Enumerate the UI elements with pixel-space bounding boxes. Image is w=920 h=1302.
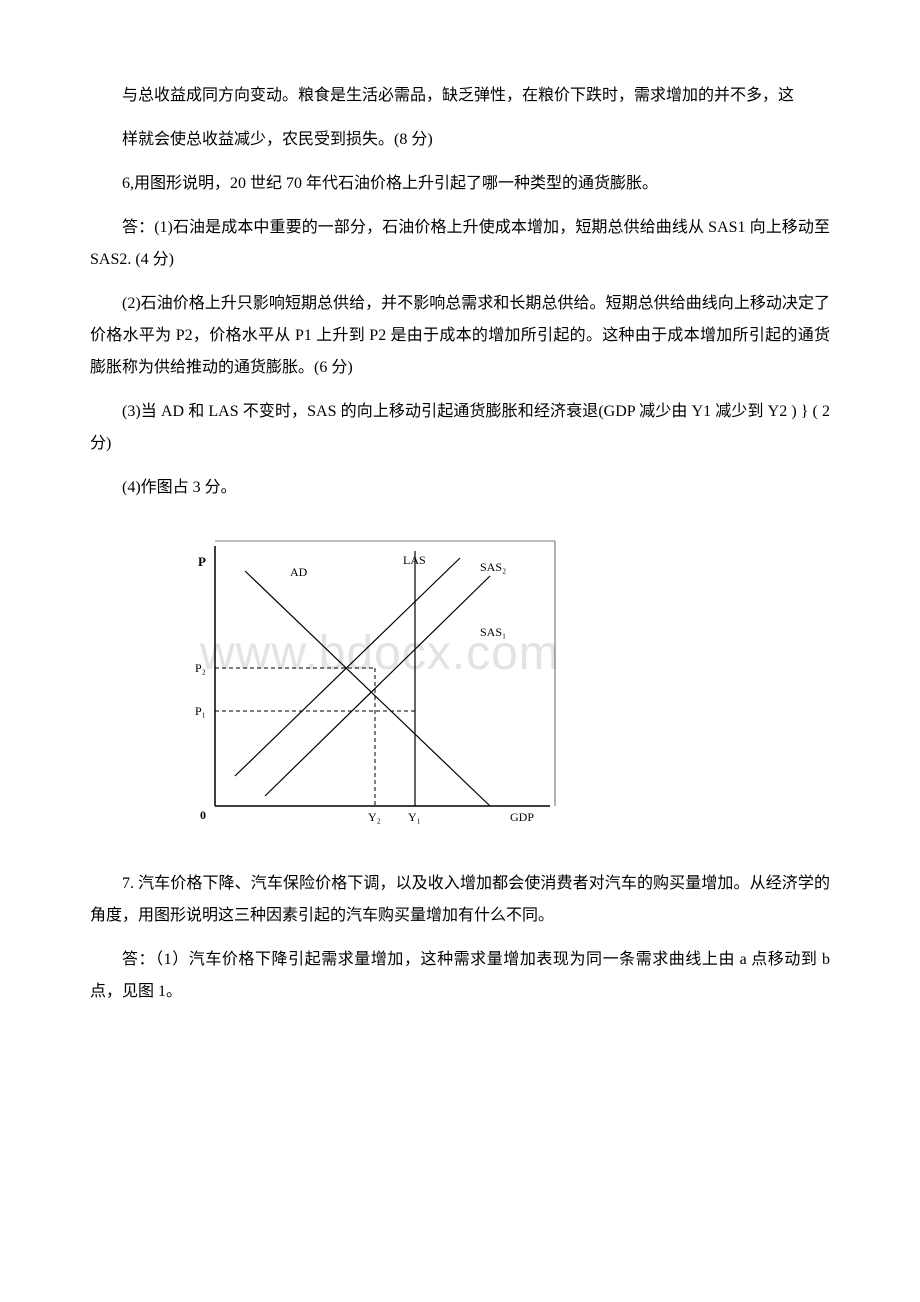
paragraph: 答：（1）汽车价格下降引起需求量增加，这种需求量增加表现为同一条需求曲线上由 a… [90, 944, 830, 1008]
sas2-line [235, 558, 460, 776]
paragraph: (2)石油价格上升只影响短期总供给，并不影响总需求和长期总供给。短期总供给曲线向… [90, 288, 830, 384]
ad-label: AD [290, 565, 308, 579]
sas1-line [265, 576, 490, 796]
paragraph: 样就会使总收益减少，农民受到损失。(8 分) [90, 124, 830, 156]
origin-label: 0 [200, 808, 206, 822]
ad-line [245, 571, 490, 806]
y2-label: Y₂ [368, 810, 381, 824]
paragraph: (3)当 AD 和 LAS 不变时，SAS 的向上移动引起通货膨胀和经济衰退(G… [90, 396, 830, 460]
las-label: LAS [403, 553, 426, 567]
paragraph: 7. 汽车价格下降、汽车保险价格下调，以及收入增加都会使消费者对汽车的购买量增加… [90, 868, 830, 932]
chart-container: www.bdocx.com P AD [160, 516, 830, 858]
document-page: 与总收益成同方向变动。粮食是生活必需品，缺乏弹性，在粮价下跌时，需求增加的并不多… [0, 0, 920, 1080]
sas1-label: SAS₁ [480, 625, 506, 639]
p2-label: P₂ [195, 661, 206, 675]
paragraph: 答：(1)石油是成本中重要的一部分，石油价格上升使成本增加，短期总供给曲线从 S… [90, 212, 830, 276]
gdp-label: GDP [510, 810, 534, 824]
p-axis-label: P [198, 554, 206, 569]
economics-chart: P AD LAS SAS₂ SAS₁ P₂ P₁ 0 Y₂ Y₁ GDP [160, 516, 580, 846]
y1-label: Y₁ [408, 810, 421, 824]
p1-label: P₁ [195, 704, 206, 718]
paragraph: 6,用图形说明，20 世纪 70 年代石油价格上升引起了哪一种类型的通货膨胀。 [90, 168, 830, 200]
paragraph: 与总收益成同方向变动。粮食是生活必需品，缺乏弹性，在粮价下跌时，需求增加的并不多… [90, 80, 830, 112]
sas2-label: SAS₂ [480, 560, 506, 574]
paragraph: (4)作图占 3 分。 [90, 472, 830, 504]
